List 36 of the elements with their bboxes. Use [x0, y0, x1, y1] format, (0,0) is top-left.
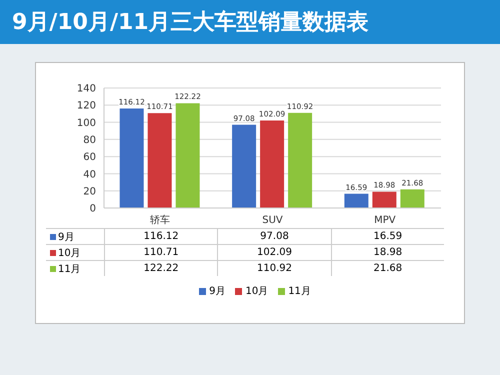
- y-tick-label: 100: [76, 118, 96, 129]
- bar: [120, 108, 144, 208]
- y-tick-label: 80: [83, 134, 96, 146]
- legend-label: 11月: [287, 285, 311, 298]
- bar: [400, 189, 424, 208]
- text: 16.59: [331, 228, 444, 244]
- bar: [148, 113, 172, 208]
- text: 116.12: [104, 228, 218, 244]
- text: 21.68: [331, 260, 444, 276]
- bar: [288, 112, 312, 208]
- chart-title: 9月/10月/11月三大车型销量数据表: [0, 0, 500, 44]
- bar: [260, 120, 284, 208]
- y-tick-label: 60: [83, 152, 96, 164]
- text: 110.71: [104, 244, 218, 260]
- x-tick-label: 轿车: [150, 214, 170, 226]
- bar: [372, 192, 396, 208]
- y-tick-label: 120: [76, 100, 96, 112]
- x-tick-label: SUV: [262, 215, 283, 226]
- y-tick-label: 0: [90, 204, 96, 215]
- text: 97.08: [218, 228, 332, 244]
- text: 18.98: [331, 244, 444, 260]
- text: 9月: [209, 286, 226, 297]
- y-tick-label: 140: [76, 84, 96, 95]
- y-tick-label: 40: [83, 169, 96, 180]
- text: 11月: [58, 264, 81, 274]
- text: 110.92: [218, 260, 332, 276]
- text: 122.22: [104, 260, 218, 276]
- y-tick-label: 20: [83, 186, 96, 198]
- legend-label: 10月: [46, 244, 104, 260]
- x-tick-label: MPV: [374, 215, 396, 226]
- bar: [232, 124, 256, 208]
- legend-label: 9月: [46, 228, 104, 244]
- bar: [344, 194, 368, 208]
- text: 10月: [245, 286, 268, 297]
- bar: [176, 103, 200, 208]
- text: 102.09: [218, 244, 332, 260]
